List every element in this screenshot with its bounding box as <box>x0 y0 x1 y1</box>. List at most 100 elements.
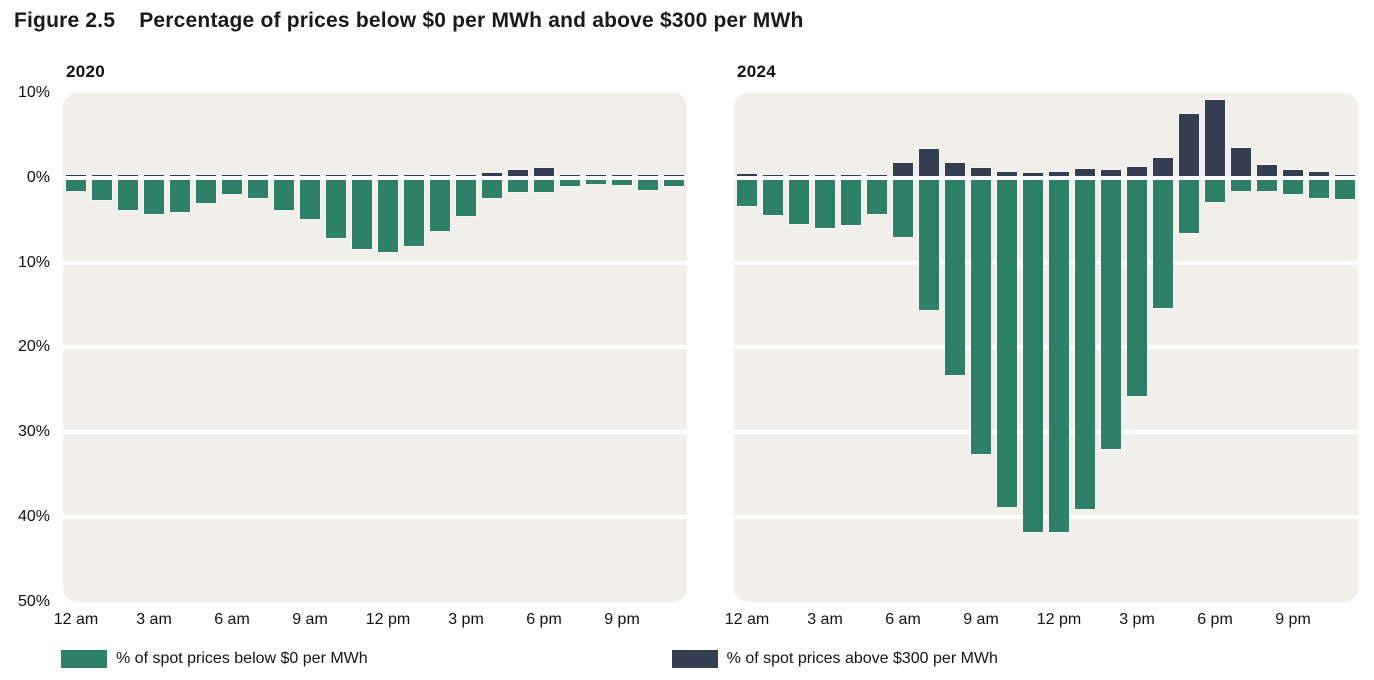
bar-above-300 <box>430 175 450 176</box>
x-axis-tick-label: 3 pm <box>448 611 484 628</box>
chart-panel-2020 <box>63 93 687 602</box>
bar-below-0 <box>1153 180 1173 308</box>
gridline <box>63 430 687 435</box>
x-axis-tick-label: 9 pm <box>1275 611 1311 628</box>
legend-item-below-0: % of spot prices below $0 per MWh <box>61 650 368 668</box>
bar-above-300 <box>789 175 809 176</box>
bar-below-0 <box>456 180 476 217</box>
x-axis-2020: 12 am 3 am 6 am 9 am 12 pm 3 pm 6 pm 9 pm <box>54 611 687 633</box>
bar-above-300 <box>560 175 580 176</box>
panel-title-2020: 2020 <box>66 62 106 81</box>
bar-above-300 <box>352 175 372 176</box>
bar-above-300 <box>997 172 1017 176</box>
bar-below-0 <box>919 180 939 311</box>
y-axis-tick-label: 10% <box>17 84 50 101</box>
panel-title-2024: 2024 <box>737 62 777 81</box>
figure-title-row: Figure 2.5 Percentage of prices below $0 … <box>14 9 804 33</box>
bar-above-300 <box>1075 168 1095 176</box>
bar-above-300 <box>1101 169 1121 176</box>
bar-above-300 <box>1127 166 1147 176</box>
x-axis-tick-label: 12 pm <box>365 611 411 628</box>
bar-below-0 <box>763 180 783 216</box>
x-axis-tick-label: 6 pm <box>526 611 562 628</box>
gridline <box>63 345 687 350</box>
bar-below-0 <box>144 180 164 215</box>
bar-below-0 <box>274 180 294 211</box>
x-axis-tick-label: 9 pm <box>604 611 640 628</box>
bar-below-0 <box>867 180 887 215</box>
bar-below-0 <box>118 180 138 211</box>
bar-above-300 <box>612 175 632 176</box>
bar-above-300 <box>763 175 783 176</box>
legend-item-above-300: % of spot prices above $300 per MWh <box>671 650 998 668</box>
bar-below-0 <box>1231 180 1251 191</box>
bar-below-0 <box>815 180 835 229</box>
bar-above-300 <box>638 175 658 176</box>
x-axis-tick-label: 6 am <box>885 611 921 628</box>
figure-number: Figure 2.5 <box>14 9 116 32</box>
y-axis-tick-label: 50% <box>17 592 50 610</box>
bar-below-0 <box>971 180 991 454</box>
bar-below-0 <box>482 180 502 199</box>
x-axis-tick-label: 6 am <box>214 611 250 628</box>
x-axis-tick-label: 3 am <box>136 611 172 628</box>
bar-above-300 <box>893 162 913 176</box>
bar-above-300 <box>971 167 991 176</box>
bar-below-0 <box>378 180 398 252</box>
bar-below-0 <box>1179 180 1199 234</box>
legend-swatch-below-0-icon <box>61 650 107 668</box>
bar-below-0 <box>196 180 216 203</box>
bar-above-300 <box>1335 175 1355 176</box>
bar-above-300 <box>404 175 424 176</box>
x-axis-tick-label: 12 am <box>53 611 99 628</box>
legend-label-above-300: % of spot prices above $300 per MWh <box>726 650 998 667</box>
gridline <box>63 515 687 519</box>
y-axis-tick-label: 20% <box>17 338 50 356</box>
legend-label-below-0: % of spot prices below $0 per MWh <box>116 650 368 667</box>
bar-above-300 <box>1153 158 1173 176</box>
bar-below-0 <box>508 180 528 192</box>
y-axis-tick-label: 40% <box>17 508 50 525</box>
bar-above-300 <box>300 175 320 176</box>
bar-below-0 <box>66 180 86 191</box>
bar-below-0 <box>638 180 658 190</box>
y-axis-tick-label: 30% <box>17 423 50 441</box>
bar-below-0 <box>92 180 112 201</box>
bar-above-300 <box>919 149 939 176</box>
bar-below-0 <box>1101 180 1121 450</box>
bar-above-300 <box>1205 99 1225 176</box>
x-axis-tick-label: 12 am <box>724 611 770 628</box>
legend-swatch-above-300-icon <box>671 650 718 668</box>
bar-above-300 <box>664 175 684 176</box>
x-axis-tick-label: 3 pm <box>1119 611 1155 628</box>
bar-above-300 <box>945 162 965 176</box>
bar-above-300 <box>378 175 398 176</box>
bar-below-0 <box>326 180 346 239</box>
bar-below-0 <box>664 180 684 186</box>
bar-below-0 <box>1127 180 1147 396</box>
bar-below-0 <box>170 180 190 212</box>
bar-below-0 <box>1049 180 1069 532</box>
bar-above-300 <box>737 173 757 176</box>
bar-above-300 <box>326 175 346 176</box>
bar-below-0 <box>893 180 913 238</box>
bar-above-300 <box>1257 165 1277 176</box>
gridline <box>63 260 687 265</box>
bar-below-0 <box>1283 180 1303 195</box>
bar-above-300 <box>196 175 216 176</box>
gridline <box>734 430 1358 435</box>
bar-above-300 <box>508 170 528 176</box>
x-axis-tick-label: 3 am <box>807 611 843 628</box>
bar-below-0 <box>945 180 965 375</box>
bar-below-0 <box>1205 180 1225 202</box>
chart-panel-2024 <box>734 93 1358 602</box>
zero-line <box>734 176 1358 180</box>
zero-line <box>63 176 687 180</box>
x-axis-tick-label: 9 am <box>292 611 328 628</box>
bar-above-300 <box>170 175 190 176</box>
bar-below-0 <box>1023 180 1043 532</box>
x-axis-tick-label: 9 am <box>963 611 999 628</box>
bar-below-0 <box>534 180 554 192</box>
bar-below-0 <box>737 180 757 206</box>
bar-above-300 <box>456 175 476 176</box>
